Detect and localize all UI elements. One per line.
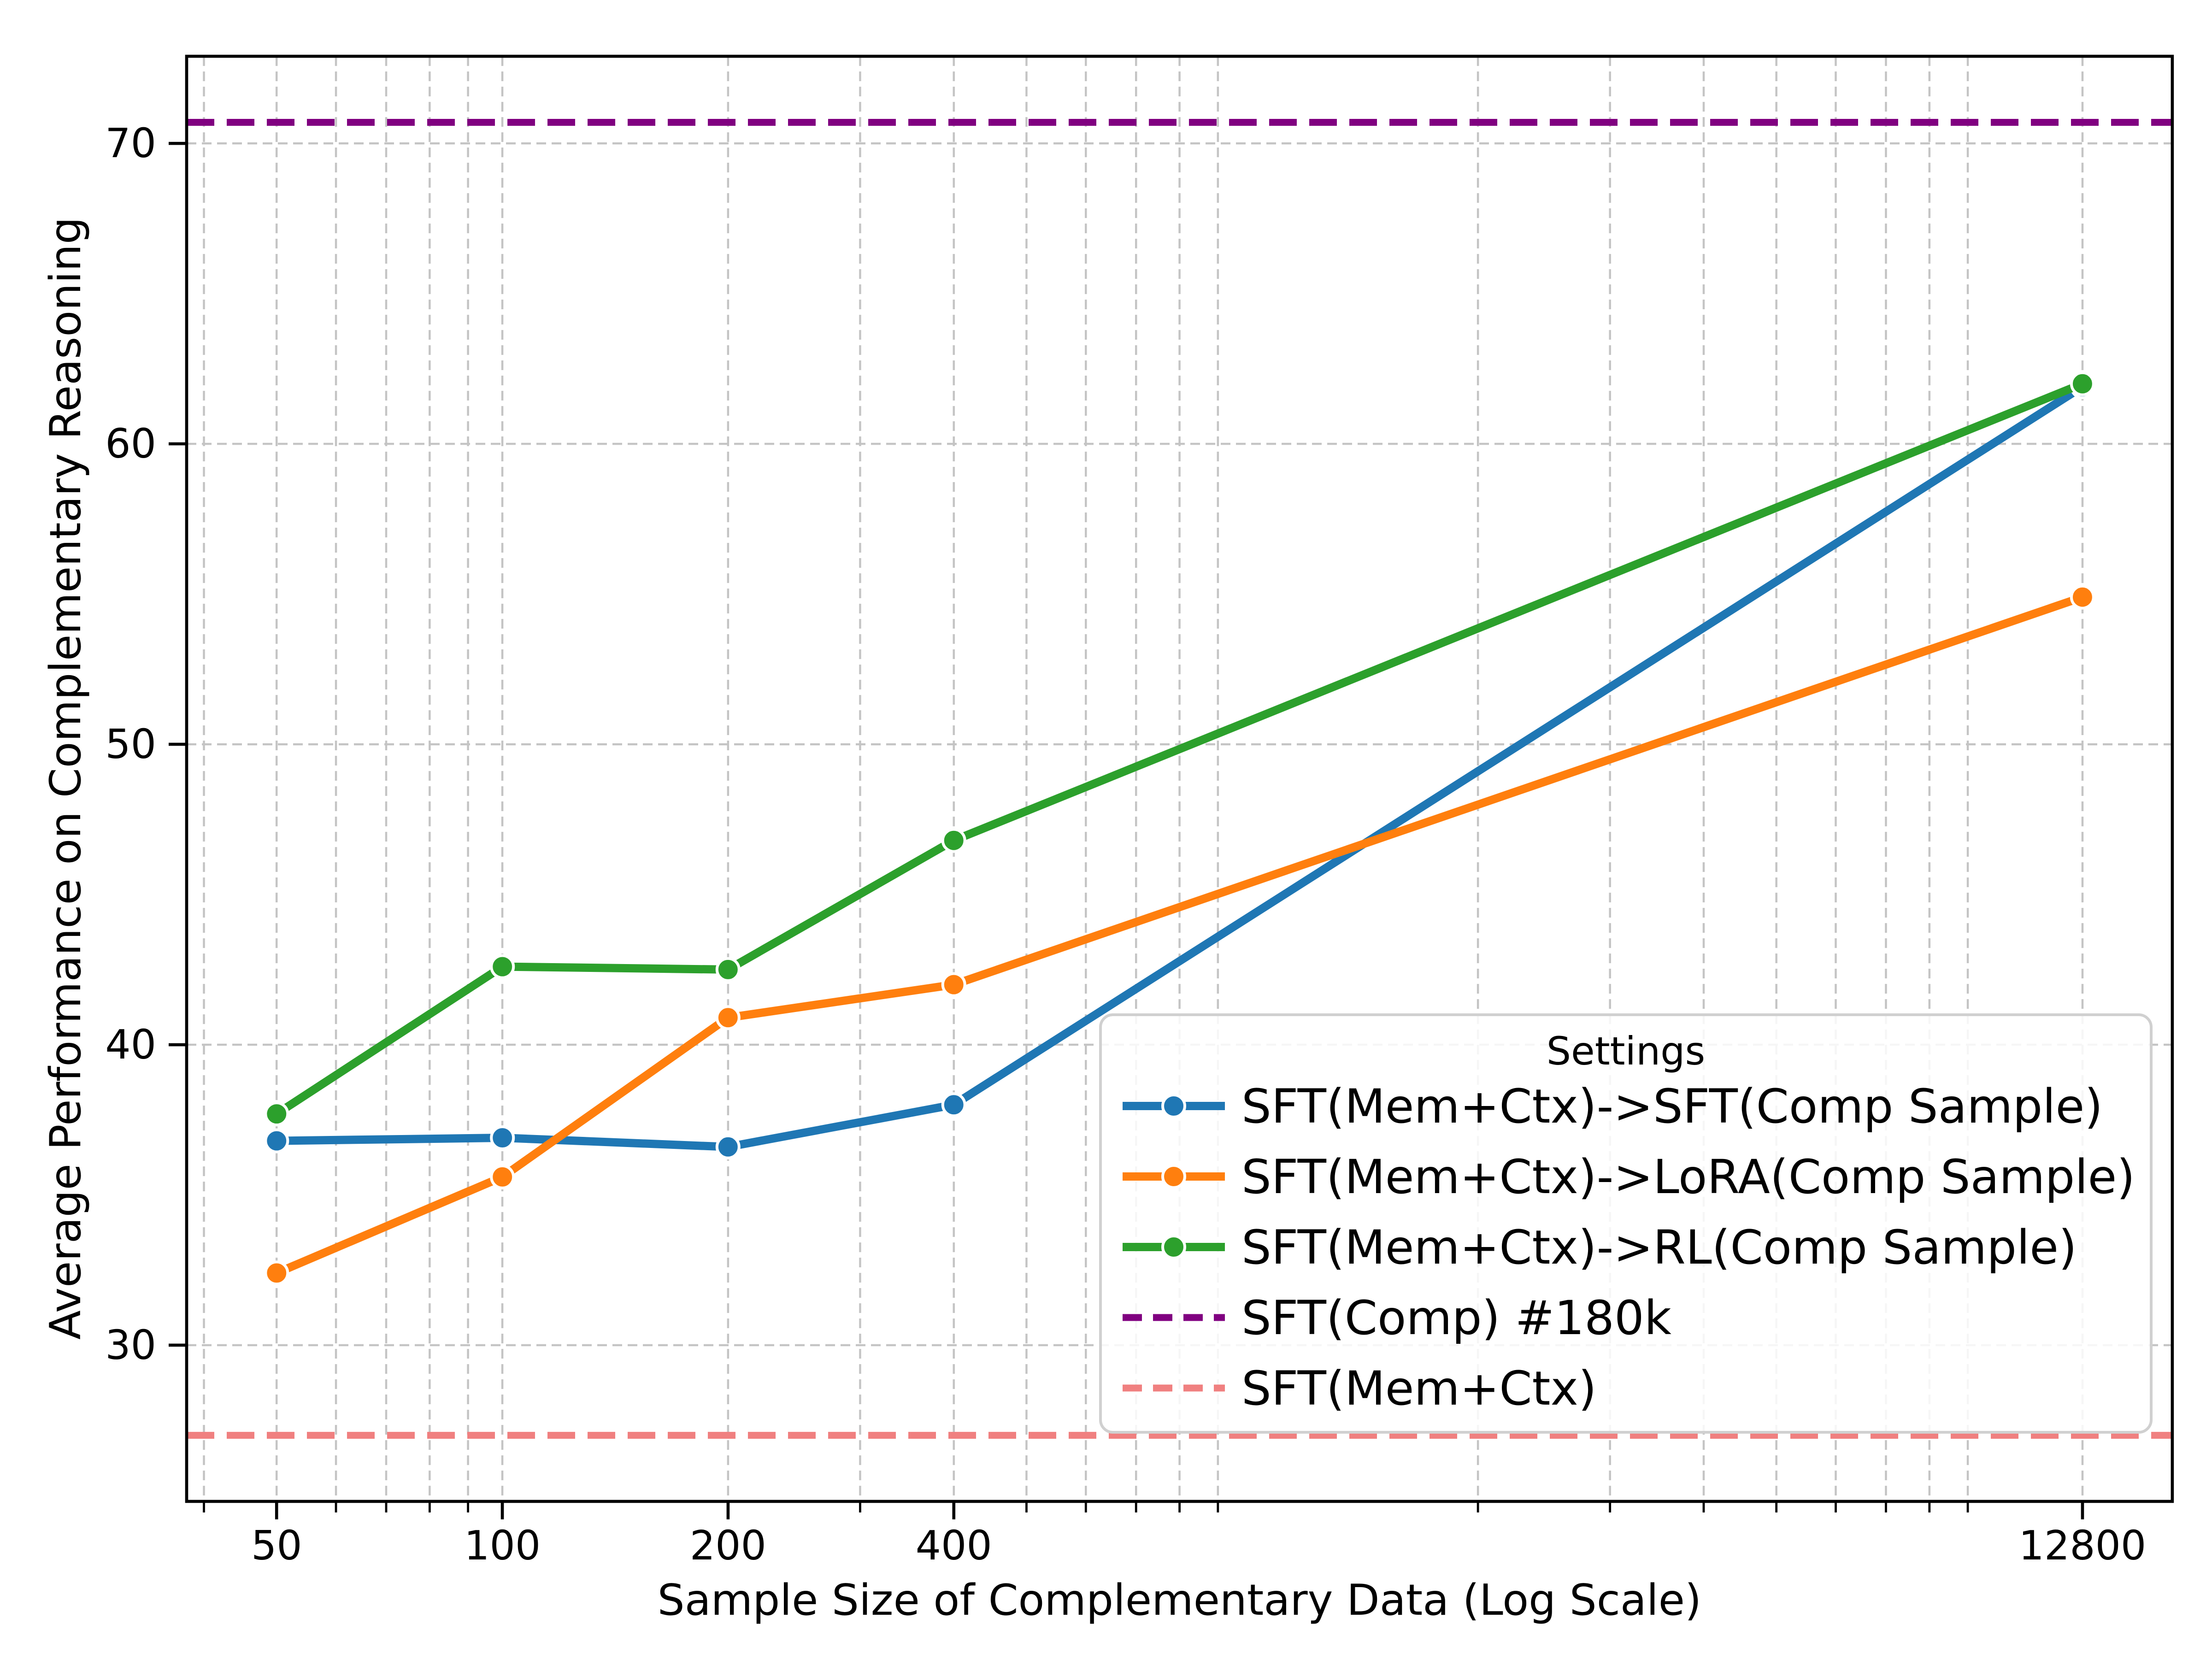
series-1-marker-2 [715, 1005, 741, 1030]
x-tick-label: 400 [916, 1522, 992, 1569]
series-0-marker-3 [941, 1092, 966, 1118]
legend-sample-marker-0 [1161, 1094, 1186, 1118]
tick-labels: 50 100 200 400 12800 30 40 50 60 70 [105, 120, 2146, 1569]
y-tick-label: 40 [105, 1021, 156, 1068]
series-0-marker-1 [490, 1125, 515, 1150]
x-tick-label: 200 [690, 1522, 766, 1569]
ticks [169, 141, 2084, 1519]
x-tick-label: 50 [251, 1522, 302, 1569]
legend-sample-marker-1 [1161, 1164, 1186, 1189]
legend: Settings SFT(Mem+Ctx)->SFT(Comp Sample) SF… [1099, 1013, 2153, 1434]
series-2-marker-1 [490, 954, 515, 979]
legend-entry-label: SFT(Mem+Ctx)->LoRA(Comp Sample) [1241, 1150, 2135, 1205]
x-tick-label: 100 [464, 1522, 541, 1569]
y-tick-label: 30 [105, 1322, 156, 1369]
x-tick-label: 12800 [2019, 1522, 2147, 1569]
legend-box [1099, 1013, 2153, 1434]
legend-entry-label: SFT(Mem+Ctx) [1241, 1361, 1597, 1416]
reference-lines [187, 119, 2172, 1439]
legend-entry-label: SFT(Mem+Ctx)->SFT(Comp Sample) [1241, 1079, 2103, 1134]
legend-entry-label: SFT(Comp) #180k [1241, 1291, 1671, 1346]
series-1-marker-3 [941, 972, 966, 997]
series-2-marker-0 [264, 1101, 289, 1127]
y-axis-label: Average Performance on Complementary Rea… [41, 217, 90, 1340]
x-axis-label: Sample Size of Complementary Data (Log S… [658, 1575, 1702, 1625]
legend-sample-marker-2 [1161, 1235, 1186, 1259]
y-tick-label: 50 [105, 721, 156, 768]
legend-title: Settings [1547, 1029, 1706, 1074]
series-1-marker-4 [2070, 584, 2095, 610]
y-tick-label: 70 [105, 120, 156, 167]
series-2-marker-2 [715, 957, 741, 982]
series-1-marker-0 [264, 1260, 289, 1286]
legend-entry-label: SFT(Mem+Ctx)->RL(Comp Sample) [1241, 1220, 2077, 1275]
series-2-marker-3 [941, 828, 966, 853]
series-0-marker-0 [264, 1128, 289, 1153]
y-tick-label: 60 [105, 420, 156, 467]
series-1-marker-1 [490, 1164, 515, 1189]
series-lines [264, 371, 2095, 1286]
series-0-marker-2 [715, 1134, 741, 1159]
series-2-marker-4 [2070, 371, 2095, 396]
